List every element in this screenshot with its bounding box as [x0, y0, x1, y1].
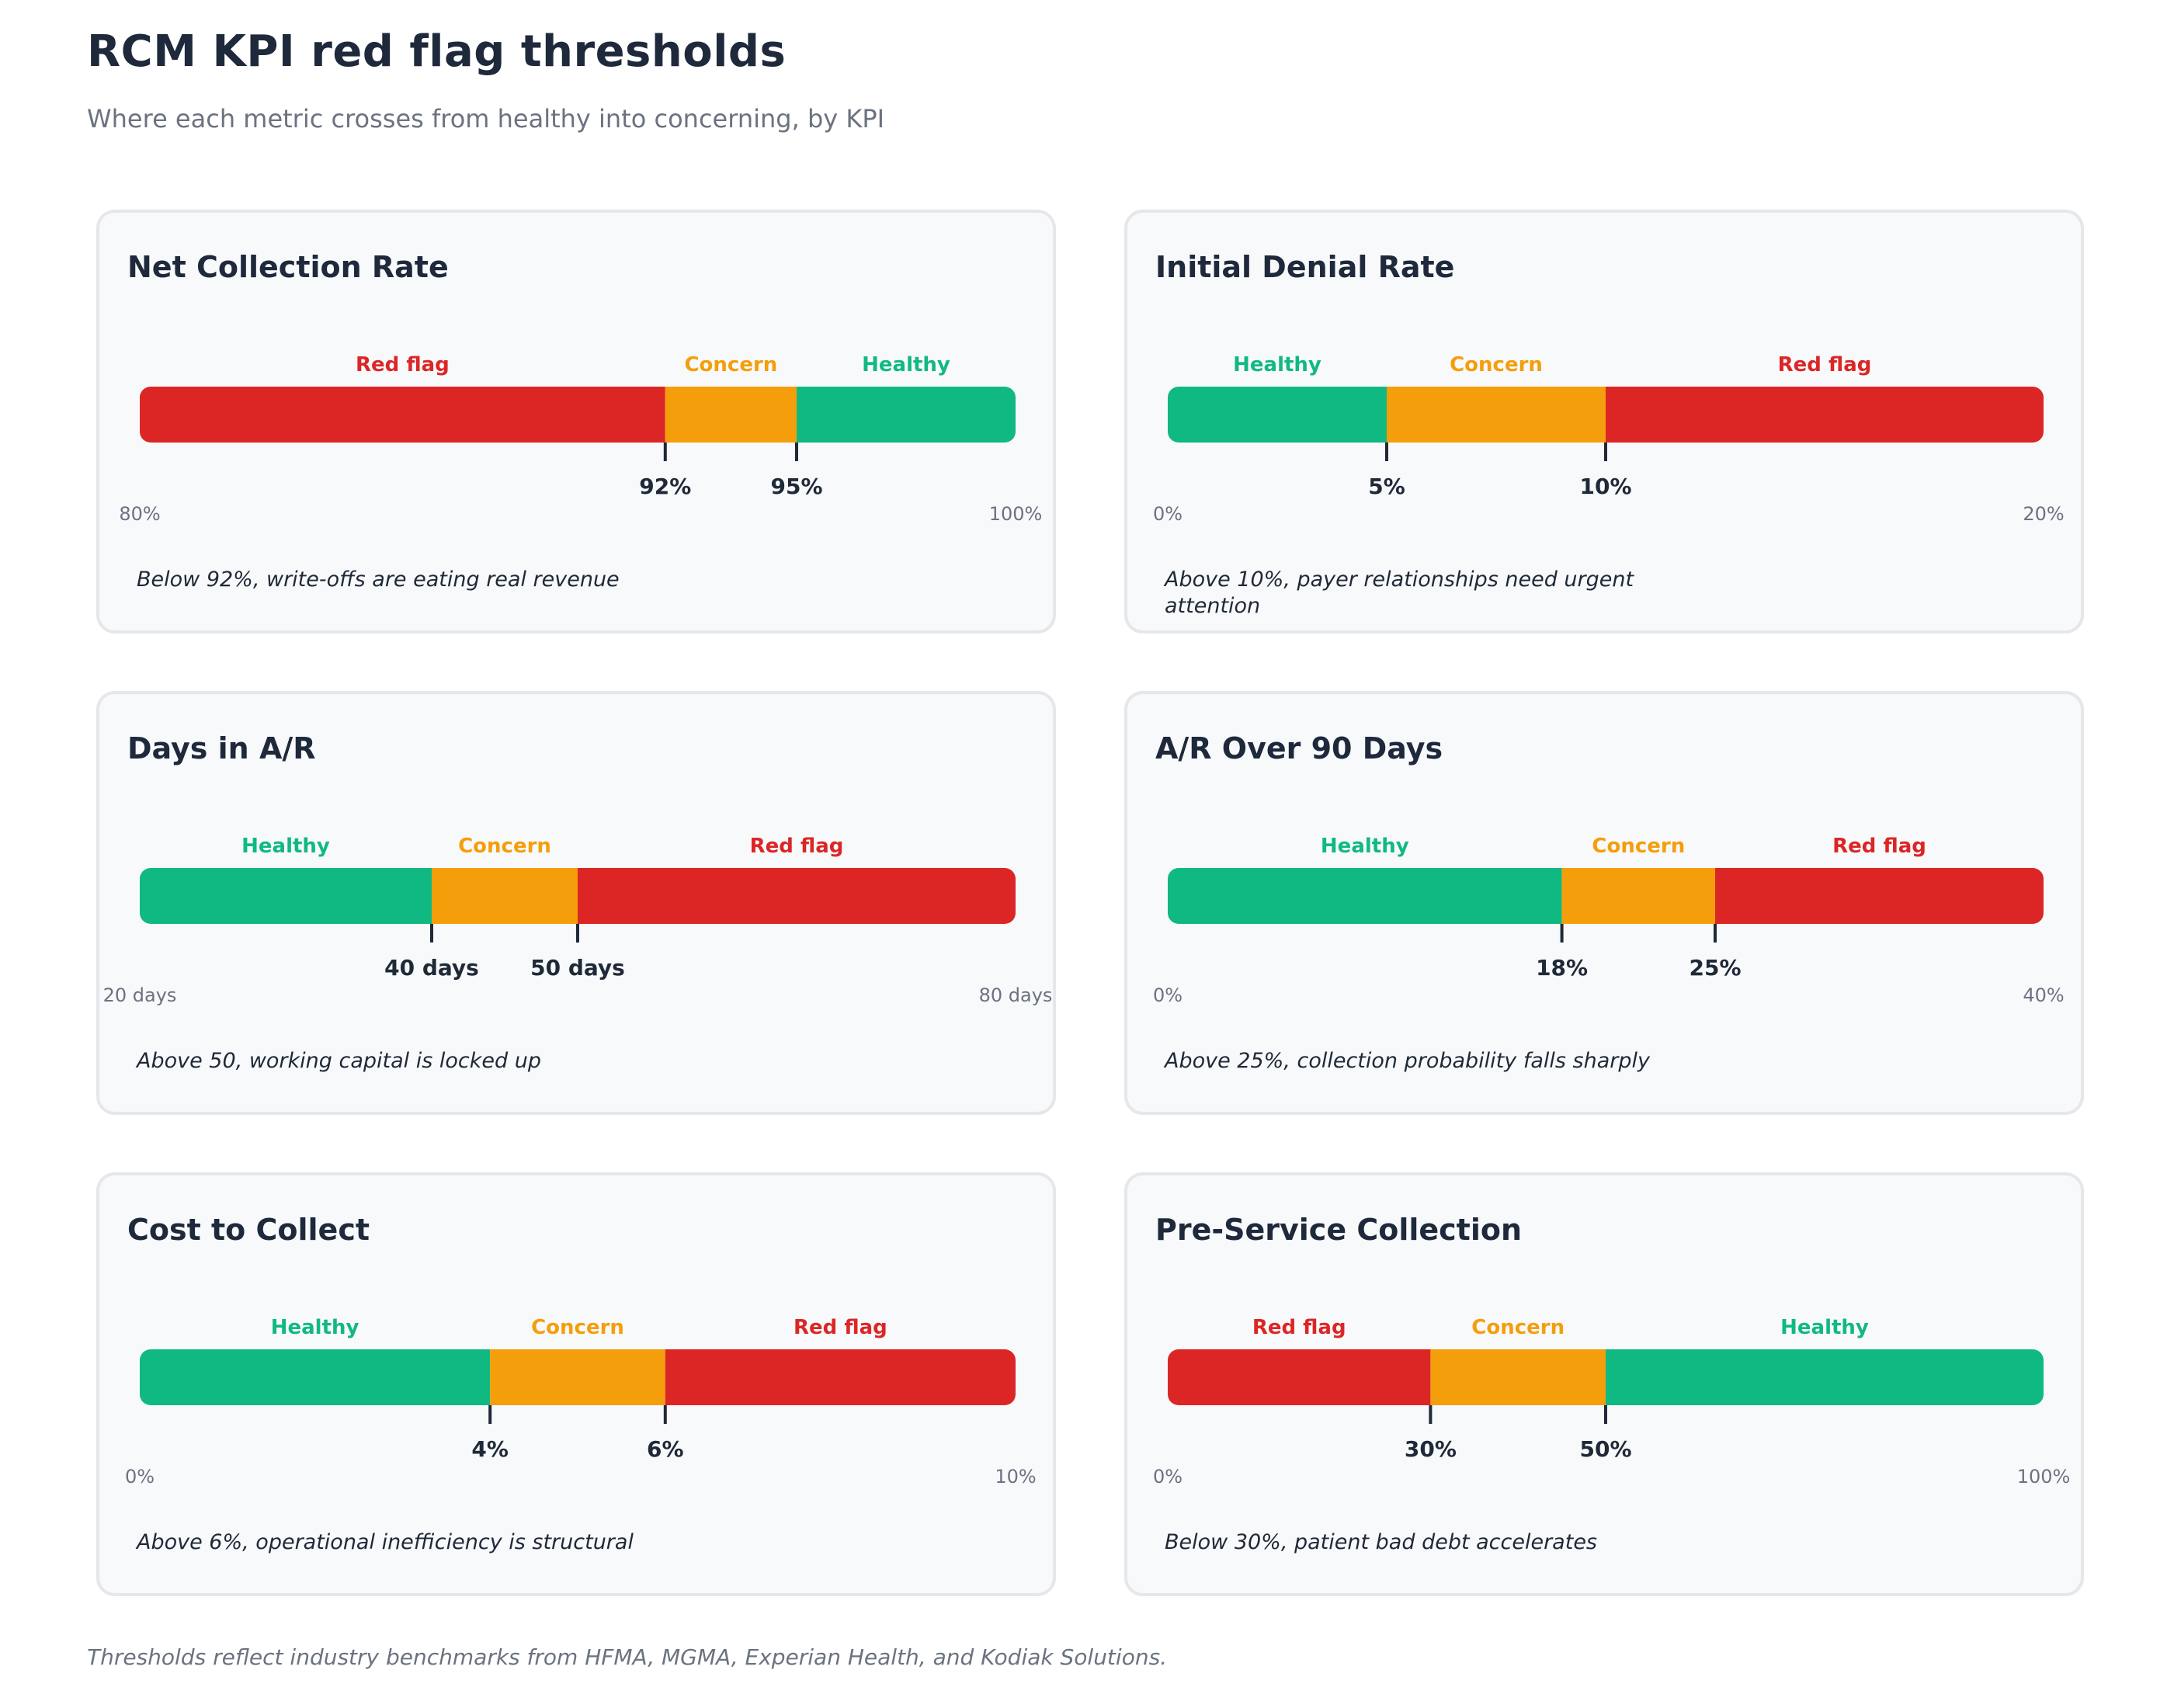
kpi-card-ar-over-90-days: A/R Over 90 Days Healthy Concern Red flag 1…: [1124, 691, 2084, 1115]
threshold-label: 4%: [471, 1436, 509, 1462]
bar-segment-amber: [490, 1349, 665, 1405]
segment-label: Healthy: [271, 1316, 359, 1339]
threshold-bar-chart: Red flag Concern Healthy 92% 95% 80% 100%: [119, 353, 1043, 525]
bar-segment-green: [1606, 1349, 2044, 1405]
threshold-bar-chart: Healthy Concern Red flag 4% 6% 0% 10%: [125, 1316, 1037, 1488]
kpi-card-cost-to-collect: Cost to Collect Healthy Concern Red flag 4%…: [96, 1172, 1056, 1596]
bar-segment-amber: [432, 868, 578, 924]
threshold-label: 6%: [647, 1436, 684, 1462]
threshold-label: 50%: [1579, 1436, 1631, 1462]
segment-label: Concern: [531, 1316, 624, 1339]
footnote: Thresholds reflect industry benchmarks f…: [87, 1644, 1168, 1670]
segment-label: Red flag: [1832, 835, 1926, 858]
segment-label: Red flag: [356, 353, 450, 377]
card-title: Pre-Service Collection: [1155, 1213, 1523, 1247]
bar-segment-red: [665, 1349, 1016, 1405]
range-max-label: 40%: [2023, 984, 2064, 1006]
bar-segment-red: [140, 387, 665, 443]
threshold-label: 40 days: [384, 955, 479, 981]
threshold-label: 30%: [1405, 1436, 1457, 1462]
threshold-bar-chart: Red flag Concern Healthy 30% 50% 0% 100%: [1153, 1316, 2071, 1488]
segment-label: Concern: [1450, 353, 1543, 377]
threshold-label: 95%: [770, 474, 822, 499]
bar-segment-red: [578, 868, 1016, 924]
kpi-card-days-in-ar: Days in A/R Healthy Concern Red flag 40 day…: [96, 691, 1056, 1115]
segment-label: Red flag: [1778, 353, 1872, 377]
bar-segment-red: [1606, 387, 2044, 443]
segment-label: Concern: [1592, 835, 1685, 858]
bar-segment-red: [1715, 868, 2044, 924]
card-title: Days in A/R: [127, 731, 316, 765]
segment-label: Healthy: [862, 353, 950, 377]
segment-label: Healthy: [241, 835, 330, 858]
card-note: Above 50, working capital is locked up: [137, 1049, 541, 1073]
page-title: RCM KPI red flag thresholds: [87, 26, 787, 77]
range-max-label: 80 days: [979, 984, 1053, 1006]
bar-segment-amber: [665, 387, 797, 443]
bar-segment-amber: [1430, 1349, 1606, 1405]
segment-label: Concern: [1471, 1316, 1565, 1339]
bar-segment-green: [140, 1349, 491, 1405]
threshold-label: 50 days: [530, 955, 625, 981]
range-min-label: 80%: [119, 503, 160, 525]
bar-segment-green: [1168, 868, 1562, 924]
card-note: Below 30%, patient bad debt accelerates: [1165, 1530, 1597, 1554]
threshold-label: 5%: [1368, 474, 1405, 499]
page-subtitle: Where each metric crosses from healthy i…: [87, 104, 885, 134]
range-max-label: 100%: [989, 503, 1043, 525]
range-min-label: 0%: [1153, 984, 1183, 1006]
card-note: Above 6%, operational inefficiency is st…: [137, 1530, 634, 1554]
range-min-label: 0%: [125, 1466, 155, 1488]
bar-segment-amber: [1561, 868, 1715, 924]
card-note: Above 25%, collection probability falls …: [1165, 1049, 1650, 1073]
segment-label: Red flag: [1252, 1316, 1346, 1339]
card-note: Above 10%, payer relationships need urge…: [1165, 568, 1634, 618]
range-max-label: 10%: [995, 1466, 1036, 1488]
card-title: Cost to Collect: [127, 1213, 370, 1247]
threshold-label: 92%: [639, 474, 691, 499]
kpi-card-net-collection-rate: Net Collection Rate Red flag Concern Healt…: [96, 210, 1056, 634]
range-min-label: 0%: [1153, 1466, 1183, 1488]
card-title: Initial Denial Rate: [1155, 250, 1455, 284]
threshold-bar-chart: Healthy Concern Red flag 18% 25% 0% 40%: [1153, 835, 2065, 1006]
segment-label: Healthy: [1321, 835, 1409, 858]
range-min-label: 20 days: [103, 984, 177, 1006]
threshold-label: 18%: [1536, 955, 1588, 981]
card-title: A/R Over 90 Days: [1155, 731, 1443, 765]
segment-label: Healthy: [1233, 353, 1321, 377]
segment-label: Concern: [684, 353, 777, 377]
range-max-label: 20%: [2023, 503, 2064, 525]
segment-label: Red flag: [750, 835, 844, 858]
bar-segment-green: [1168, 387, 1387, 443]
bar-segment-green: [140, 868, 432, 924]
bar-segment-amber: [1387, 387, 1606, 443]
threshold-label: 25%: [1689, 955, 1741, 981]
bar-segment-red: [1168, 1349, 1431, 1405]
segment-label: Healthy: [1780, 1316, 1869, 1339]
threshold-bar-chart: Healthy Concern Red flag 5% 10% 0% 20%: [1153, 353, 2065, 525]
card-note: Below 92%, write-offs are eating real re…: [137, 568, 620, 592]
bar-segment-green: [797, 387, 1016, 443]
threshold-label: 10%: [1579, 474, 1631, 499]
threshold-bar-chart: Healthy Concern Red flag 40 days 50 days 20 d…: [103, 835, 1053, 1006]
range-min-label: 0%: [1153, 503, 1183, 525]
card-title: Net Collection Rate: [127, 250, 449, 284]
range-max-label: 100%: [2017, 1466, 2071, 1488]
kpi-card-pre-service-collection: Pre-Service Collection Red flag Concern He…: [1124, 1172, 2084, 1596]
segment-label: Red flag: [794, 1316, 887, 1339]
kpi-card-initial-denial-rate: Initial Denial Rate Healthy Concern Red fl…: [1124, 210, 2084, 634]
segment-label: Concern: [458, 835, 551, 858]
